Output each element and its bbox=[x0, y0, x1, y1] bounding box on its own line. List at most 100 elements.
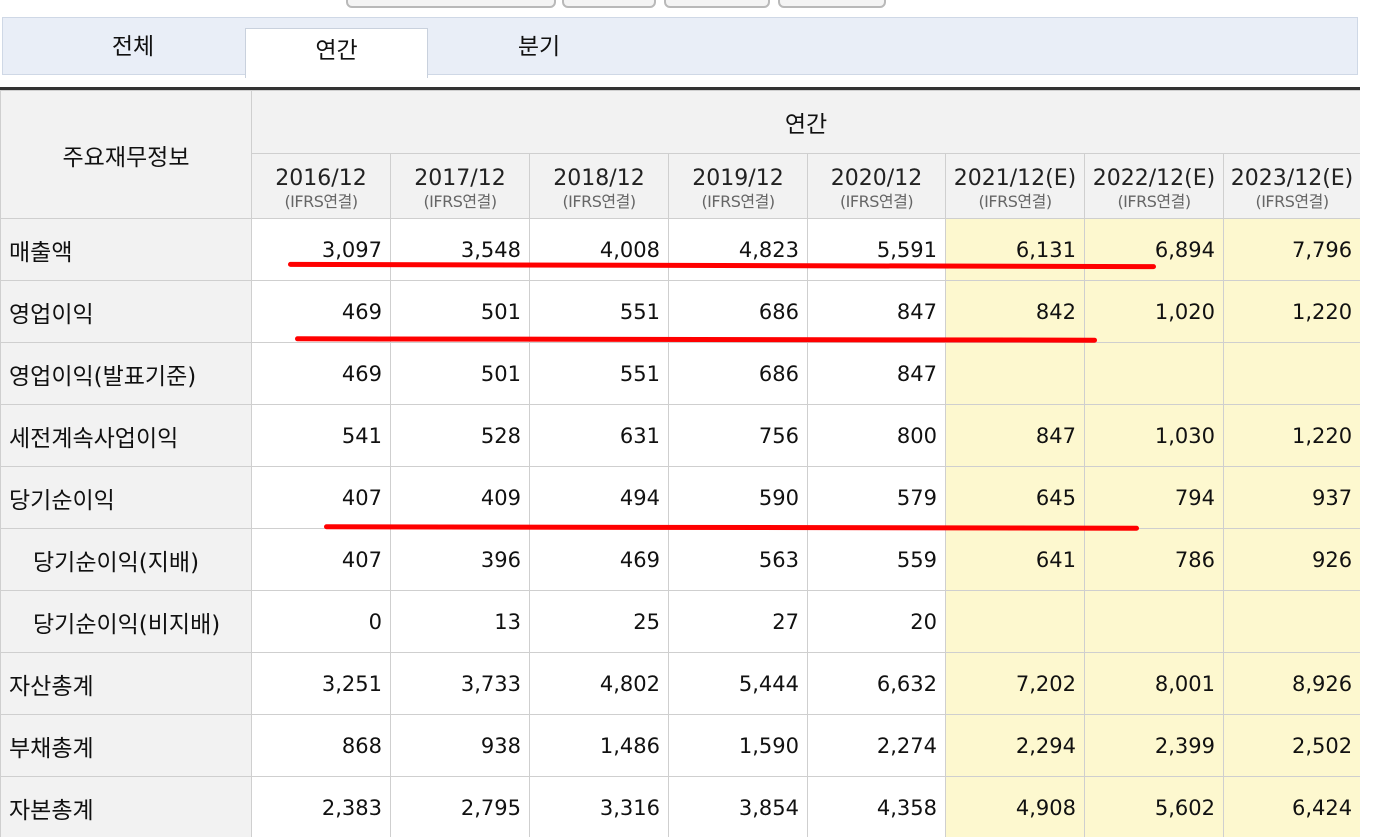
table-cell: 1,486 bbox=[530, 715, 669, 777]
row-label[interactable]: 당기순이익 bbox=[1, 467, 252, 529]
column-header-2023-12-E-: 2023/12(E)(IFRS연결) bbox=[1224, 154, 1361, 219]
row-label[interactable]: 자산총계 bbox=[1, 653, 252, 715]
table-cell: 396 bbox=[391, 529, 530, 591]
table-cell: 1,220 bbox=[1224, 405, 1361, 467]
annual-group-header: 연간 bbox=[252, 91, 1361, 154]
table-cell: 937 bbox=[1224, 467, 1361, 529]
table-cell: 3,548 bbox=[391, 219, 530, 281]
table-cell: 3,733 bbox=[391, 653, 530, 715]
table-cell: 6,894 bbox=[1085, 219, 1224, 281]
column-accounting-standard: (IFRS연결) bbox=[669, 192, 807, 212]
table-cell: 5,444 bbox=[669, 653, 808, 715]
table-cell: 645 bbox=[946, 467, 1085, 529]
toolbar-control[interactable] bbox=[778, 0, 886, 8]
table-cell: 551 bbox=[530, 281, 669, 343]
row-label[interactable]: 부채총계 bbox=[1, 715, 252, 777]
table-cell: 559 bbox=[808, 529, 946, 591]
column-header-2017-12: 2017/12(IFRS연결) bbox=[391, 154, 530, 219]
table-cell: 686 bbox=[669, 343, 808, 405]
table-cell bbox=[1085, 343, 1224, 405]
table-cell: 20 bbox=[808, 591, 946, 653]
row-label[interactable]: 당기순이익(비지배) bbox=[1, 591, 252, 653]
table-cell: 3,854 bbox=[669, 777, 808, 837]
row-label[interactable]: 세전계속사업이익 bbox=[1, 405, 252, 467]
table-cell bbox=[946, 343, 1085, 405]
table-cell: 786 bbox=[1085, 529, 1224, 591]
column-header-2022-12-E-: 2022/12(E)(IFRS연결) bbox=[1085, 154, 1224, 219]
table-cell: 469 bbox=[252, 343, 391, 405]
column-accounting-standard: (IFRS연결) bbox=[530, 192, 668, 212]
table-cell: 7,796 bbox=[1224, 219, 1361, 281]
column-accounting-standard: (IFRS연결) bbox=[252, 192, 390, 212]
column-accounting-standard: (IFRS연결) bbox=[1224, 192, 1360, 212]
table-cell: 2,294 bbox=[946, 715, 1085, 777]
tab-quarterly[interactable]: 분기 bbox=[449, 18, 629, 76]
table-cell: 2,383 bbox=[252, 777, 391, 837]
table-cell: 756 bbox=[669, 405, 808, 467]
table-cell: 541 bbox=[252, 405, 391, 467]
table-cell: 3,097 bbox=[252, 219, 391, 281]
row-label[interactable]: 매출액 bbox=[1, 219, 252, 281]
table-cell: 6,632 bbox=[808, 653, 946, 715]
column-year: 2022/12(E) bbox=[1085, 166, 1223, 192]
table-cell: 2,502 bbox=[1224, 715, 1361, 777]
table-cell: 800 bbox=[808, 405, 946, 467]
toolbar-control[interactable] bbox=[664, 0, 770, 8]
table-cell: 3,251 bbox=[252, 653, 391, 715]
table-cell: 1,030 bbox=[1085, 405, 1224, 467]
table-cell: 926 bbox=[1224, 529, 1361, 591]
table-cell: 938 bbox=[391, 715, 530, 777]
table-cell: 409 bbox=[391, 467, 530, 529]
row-label[interactable]: 자본총계 bbox=[1, 777, 252, 837]
table-cell bbox=[1224, 591, 1361, 653]
table-cell bbox=[1085, 591, 1224, 653]
column-header-2021-12-E-: 2021/12(E)(IFRS연결) bbox=[946, 154, 1085, 219]
table-cell: 563 bbox=[669, 529, 808, 591]
table-cell: 4,358 bbox=[808, 777, 946, 837]
table-cell: 686 bbox=[669, 281, 808, 343]
table-cell: 528 bbox=[391, 405, 530, 467]
column-year: 2018/12 bbox=[530, 166, 668, 192]
table-cell: 1,220 bbox=[1224, 281, 1361, 343]
table-cell: 3,316 bbox=[530, 777, 669, 837]
table-cell: 7,202 bbox=[946, 653, 1085, 715]
table-cell: 469 bbox=[530, 529, 669, 591]
table-cell: 847 bbox=[808, 343, 946, 405]
table-cell: 794 bbox=[1085, 467, 1224, 529]
row-label[interactable]: 영업이익 bbox=[1, 281, 252, 343]
table-cell: 0 bbox=[252, 591, 391, 653]
column-accounting-standard: (IFRS연결) bbox=[946, 192, 1084, 212]
row-label[interactable]: 영업이익(발표기준) bbox=[1, 343, 252, 405]
top-toolbar bbox=[0, 0, 1374, 14]
toolbar-control[interactable] bbox=[562, 0, 656, 8]
table-cell: 551 bbox=[530, 343, 669, 405]
column-year: 2017/12 bbox=[391, 166, 529, 192]
table-cell: 8,926 bbox=[1224, 653, 1361, 715]
toolbar-control[interactable] bbox=[346, 0, 556, 8]
table-cell: 8,001 bbox=[1085, 653, 1224, 715]
table-cell: 4,802 bbox=[530, 653, 669, 715]
row-label[interactable]: 당기순이익(지배) bbox=[1, 529, 252, 591]
table-cell: 4,823 bbox=[669, 219, 808, 281]
table-cell: 868 bbox=[252, 715, 391, 777]
tab-all[interactable]: 전체 bbox=[43, 18, 223, 76]
table-cell: 4,908 bbox=[946, 777, 1085, 837]
table-cell bbox=[1224, 343, 1361, 405]
column-header-2020-12: 2020/12(IFRS연결) bbox=[808, 154, 946, 219]
column-year: 2023/12(E) bbox=[1224, 166, 1360, 192]
table-cell: 590 bbox=[669, 467, 808, 529]
table-cell: 842 bbox=[946, 281, 1085, 343]
column-year: 2019/12 bbox=[669, 166, 807, 192]
tab-annual[interactable]: 연간 bbox=[245, 28, 428, 78]
table-cell: 631 bbox=[530, 405, 669, 467]
table-cell: 27 bbox=[669, 591, 808, 653]
column-header-2016-12: 2016/12(IFRS연결) bbox=[252, 154, 391, 219]
